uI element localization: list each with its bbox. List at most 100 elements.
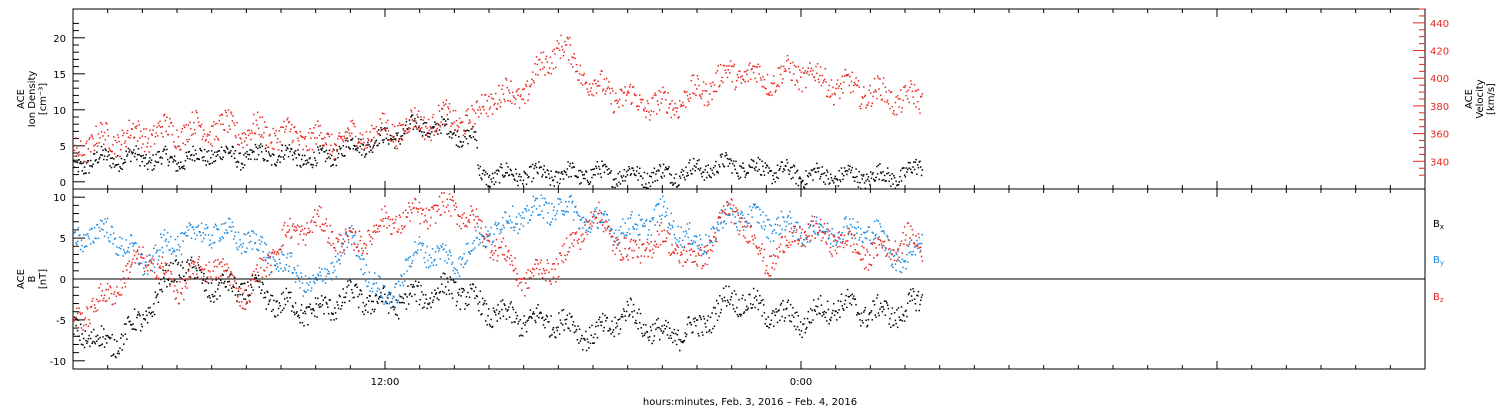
data-point xyxy=(288,144,291,146)
data-point xyxy=(363,141,365,144)
data-point xyxy=(484,171,487,173)
data-point xyxy=(247,129,249,132)
data-point xyxy=(735,160,737,163)
data-point xyxy=(90,134,93,136)
data-point xyxy=(689,169,692,172)
data-point xyxy=(220,223,223,226)
data-point xyxy=(387,139,389,141)
data-point xyxy=(467,108,469,111)
data-point xyxy=(498,84,500,87)
data-point xyxy=(514,168,517,171)
data-point xyxy=(887,103,890,105)
data-point xyxy=(253,158,256,161)
data-point xyxy=(94,307,97,309)
data-point xyxy=(327,156,330,158)
data-point xyxy=(921,233,924,236)
data-point xyxy=(792,164,795,167)
data-point xyxy=(427,135,429,138)
data-point xyxy=(448,136,451,138)
data-point xyxy=(257,280,259,283)
data-point xyxy=(464,263,466,265)
data-point xyxy=(202,231,204,234)
data-point xyxy=(370,278,372,280)
data-point xyxy=(621,313,623,316)
data-point xyxy=(386,296,388,299)
data-point xyxy=(388,291,391,294)
data-point xyxy=(775,89,777,92)
data-point xyxy=(709,316,712,319)
data-point xyxy=(876,297,878,299)
data-point xyxy=(301,321,304,324)
data-point xyxy=(763,228,766,231)
data-point xyxy=(360,293,363,296)
data-point xyxy=(586,88,589,90)
data-point xyxy=(217,277,220,279)
data-point xyxy=(654,322,656,325)
data-point xyxy=(203,237,205,240)
data-point xyxy=(615,177,617,180)
data-point xyxy=(569,44,572,46)
data-point xyxy=(317,297,319,300)
data-point xyxy=(591,168,594,171)
data-point xyxy=(645,324,647,326)
data-point xyxy=(293,153,296,155)
data-point xyxy=(641,184,643,186)
data-point xyxy=(845,74,847,77)
data-point xyxy=(209,239,211,241)
data-point xyxy=(245,251,247,253)
data-point xyxy=(846,74,848,76)
data-point xyxy=(340,254,342,257)
data-point xyxy=(790,320,793,323)
data-point xyxy=(458,288,461,291)
data-point xyxy=(838,169,840,172)
data-point xyxy=(801,90,803,93)
data-point xyxy=(299,287,301,289)
data-point xyxy=(94,160,97,162)
data-point xyxy=(259,146,261,149)
data-point xyxy=(227,148,229,150)
data-point xyxy=(776,311,778,313)
data-point xyxy=(554,175,556,178)
data-point xyxy=(615,183,618,185)
data-point xyxy=(863,173,865,176)
data-point xyxy=(246,301,248,303)
data-point xyxy=(169,117,171,120)
data-point xyxy=(313,280,315,283)
data-point xyxy=(126,263,129,265)
data-point xyxy=(253,132,256,135)
data-point xyxy=(264,296,267,299)
data-point xyxy=(340,304,343,307)
data-point xyxy=(319,302,321,305)
data-point xyxy=(458,146,461,148)
data-point xyxy=(151,270,154,272)
data-point xyxy=(164,119,167,122)
data-point xyxy=(145,128,147,130)
data-point xyxy=(95,310,97,313)
data-point xyxy=(886,99,889,102)
data-point xyxy=(690,79,693,82)
data-point xyxy=(461,144,464,147)
data-point xyxy=(568,196,571,198)
data-point xyxy=(725,305,728,307)
data-point xyxy=(265,150,268,152)
data-point xyxy=(665,167,668,170)
data-point xyxy=(347,241,350,244)
data-point xyxy=(871,319,874,321)
data-point xyxy=(845,294,847,297)
data-point xyxy=(609,171,612,174)
data-point xyxy=(612,186,614,189)
data-point xyxy=(357,255,359,257)
data-point xyxy=(421,135,424,138)
data-point xyxy=(836,319,838,321)
data-point xyxy=(623,168,626,171)
data-point xyxy=(227,152,230,155)
data-point xyxy=(191,226,194,229)
data-point xyxy=(873,300,875,302)
data-point xyxy=(692,168,694,170)
data-point xyxy=(267,256,270,259)
data-point xyxy=(234,135,237,137)
data-point xyxy=(736,229,739,231)
data-point xyxy=(644,225,646,227)
data-point xyxy=(133,254,136,257)
data-point xyxy=(183,298,185,301)
